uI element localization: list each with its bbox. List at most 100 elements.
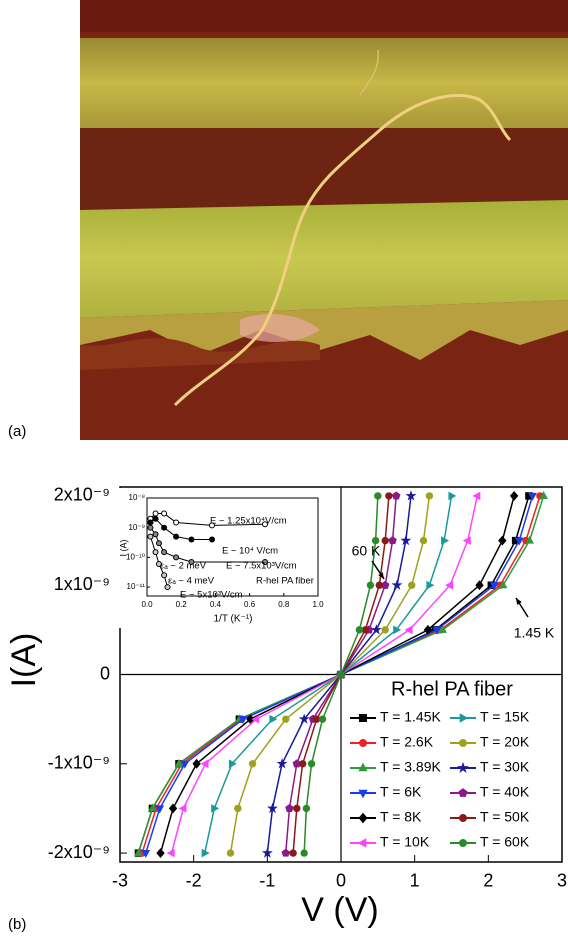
marker xyxy=(298,760,307,768)
marker xyxy=(261,847,273,858)
marker xyxy=(267,802,278,814)
y-tick-label: 2x10⁻⁹ xyxy=(54,485,110,505)
x-tick-label: 0.6 xyxy=(244,600,256,609)
marker xyxy=(498,580,508,589)
y-tick-label: -2x10⁻⁹ xyxy=(48,842,110,862)
x-tick-label: 0.0 xyxy=(141,600,153,609)
marker xyxy=(528,492,537,501)
marker xyxy=(285,803,294,813)
marker xyxy=(408,581,416,589)
marker xyxy=(525,535,534,544)
legend-label: T = 1.45K xyxy=(380,709,442,725)
marker xyxy=(200,759,209,769)
marker xyxy=(261,521,268,528)
x-tick-label: 0 xyxy=(336,871,346,891)
annotation: E ~ 5x10³V/cm xyxy=(180,590,243,601)
marker xyxy=(174,758,184,767)
marker xyxy=(358,762,368,772)
marker xyxy=(472,491,481,501)
legend-label: T = 3.89K xyxy=(380,759,442,775)
marker xyxy=(318,715,327,723)
x-tick-label: -1 xyxy=(259,871,275,891)
legend-label: T = 30K xyxy=(480,759,530,775)
marker xyxy=(293,804,301,813)
marker xyxy=(152,510,159,517)
x-tick-label: -2 xyxy=(186,871,202,891)
marker xyxy=(155,805,165,814)
micrograph: (a) xyxy=(8,0,568,440)
marker xyxy=(269,714,278,724)
marker xyxy=(366,581,375,589)
annotation: εₐ ~ 4 meV xyxy=(168,576,215,587)
marker xyxy=(459,739,467,747)
marker xyxy=(173,554,180,561)
marker xyxy=(246,714,255,725)
marker xyxy=(289,849,297,857)
marker xyxy=(358,812,368,824)
legend-label: T = 50K xyxy=(480,809,530,825)
legend-label: T = 20K xyxy=(480,734,530,750)
marker xyxy=(238,716,248,725)
annotation: εₐ ~ 2 meV xyxy=(160,561,207,572)
marker xyxy=(448,491,457,501)
marker xyxy=(248,760,257,768)
annotation: R-hel PA fiber xyxy=(256,576,314,587)
y-tick-label: 1x10⁻⁹ xyxy=(54,574,110,594)
marker xyxy=(152,531,159,538)
marker xyxy=(393,625,402,635)
legend-label: T = 2.6K xyxy=(380,734,434,750)
marker xyxy=(161,524,168,531)
legend-label: T = 60K xyxy=(480,834,530,850)
marker xyxy=(498,535,507,546)
marker xyxy=(134,848,143,857)
arrow-head xyxy=(378,572,384,579)
marker xyxy=(161,510,168,517)
y-tick-label: 10⁻¹¹ xyxy=(127,582,146,591)
marker xyxy=(438,624,448,633)
marker xyxy=(355,626,364,634)
annotation: E ~ 10⁴ V/cm xyxy=(222,546,278,557)
marker xyxy=(234,804,242,813)
marker xyxy=(148,803,157,812)
marker xyxy=(156,848,165,859)
marker xyxy=(298,713,310,724)
legend-label: T = 40K xyxy=(480,784,530,800)
x-tick-label: 1 xyxy=(410,871,420,891)
x-tick-label: 1.0 xyxy=(312,600,324,609)
marker xyxy=(188,558,195,565)
marker xyxy=(462,536,471,545)
marker xyxy=(489,582,499,591)
plot-frame xyxy=(146,497,319,597)
marker xyxy=(404,625,413,635)
marker xyxy=(371,536,380,545)
marker xyxy=(475,580,484,591)
marker xyxy=(359,714,367,722)
x-tick-label: -3 xyxy=(112,871,128,891)
y-axis-label: I (A) xyxy=(118,539,128,556)
x-tick-label: 0.4 xyxy=(210,600,222,609)
y-tick-label: 10⁻¹⁰ xyxy=(126,552,145,561)
marker xyxy=(211,804,220,813)
y-tick-label: -1x10⁻⁹ xyxy=(48,753,110,773)
marker xyxy=(426,580,435,590)
marker xyxy=(370,624,382,635)
marker xyxy=(226,849,235,857)
marker xyxy=(514,537,524,546)
marker xyxy=(405,490,417,501)
marker xyxy=(300,849,308,857)
marker xyxy=(357,838,367,848)
x-tick-label: 2 xyxy=(483,871,493,891)
arrow-head xyxy=(516,598,522,605)
marker xyxy=(302,804,311,813)
marker xyxy=(173,519,180,526)
inset-background xyxy=(118,488,323,628)
marker xyxy=(374,492,382,500)
marker xyxy=(208,536,215,543)
marker xyxy=(155,560,162,567)
annotation: 1.45 K xyxy=(514,625,555,641)
marker xyxy=(152,515,159,522)
marker xyxy=(509,490,519,501)
marker xyxy=(432,626,442,635)
